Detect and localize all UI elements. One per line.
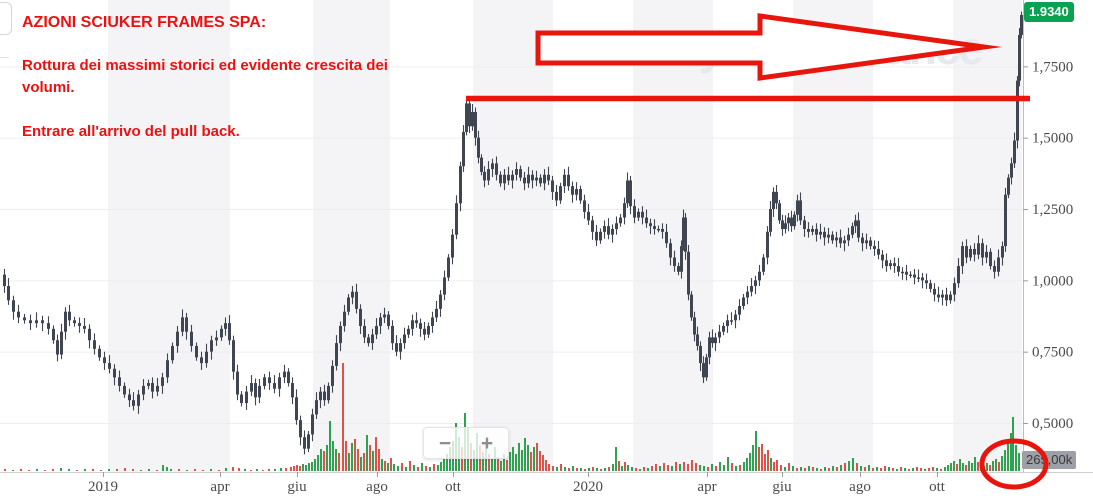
x-axis-label: ott (929, 479, 946, 495)
x-axis-label: ago (849, 479, 871, 495)
volume-badge: 265,00k (1022, 451, 1077, 469)
x-axis-label: apr (697, 479, 716, 495)
note-title: AZIONI SCIUKER FRAMES SPA: (22, 14, 267, 31)
clipped-edge-widget (0, 2, 12, 35)
x-axis-label: giu (287, 479, 307, 495)
y-axis-label: 1,2500 (1032, 202, 1073, 218)
y-axis-label: 1,7500 (1032, 59, 1073, 75)
candles (3, 11, 1023, 455)
note-body-1: Rottura dei massimi storici ed evidente … (22, 57, 388, 96)
x-axis-label: 2019 (88, 479, 118, 495)
x-axis-label: ott (445, 479, 462, 495)
y-axis-label: 0,5000 (1032, 416, 1073, 432)
x-axis-label: apr (210, 479, 229, 495)
y-axis-label: 1,5000 (1032, 131, 1073, 147)
y-axis-label: 0,7500 (1032, 345, 1073, 361)
clipped-edge-line (0, 57, 9, 58)
last-price-badge: 1.9340 (1024, 2, 1074, 22)
zoom-in-button[interactable]: + (480, 431, 494, 455)
zoom-control: − + (423, 427, 509, 459)
yahoo-finance-watermark: yahoo/finance (699, 22, 984, 74)
x-axis-label: ago (366, 479, 388, 495)
y-axis-label: 1,0000 (1032, 273, 1073, 289)
analyst-note: AZIONI SCIUKER FRAMES SPA: Rottura dei m… (22, 13, 424, 165)
gridlines (0, 66, 1022, 424)
note-body-2: Entrare all'arrivo del pull back. (22, 123, 240, 140)
zoom-out-button[interactable]: − (438, 431, 452, 455)
x-axis-label: giu (772, 479, 792, 495)
x-axis-label: 2020 (573, 479, 603, 495)
